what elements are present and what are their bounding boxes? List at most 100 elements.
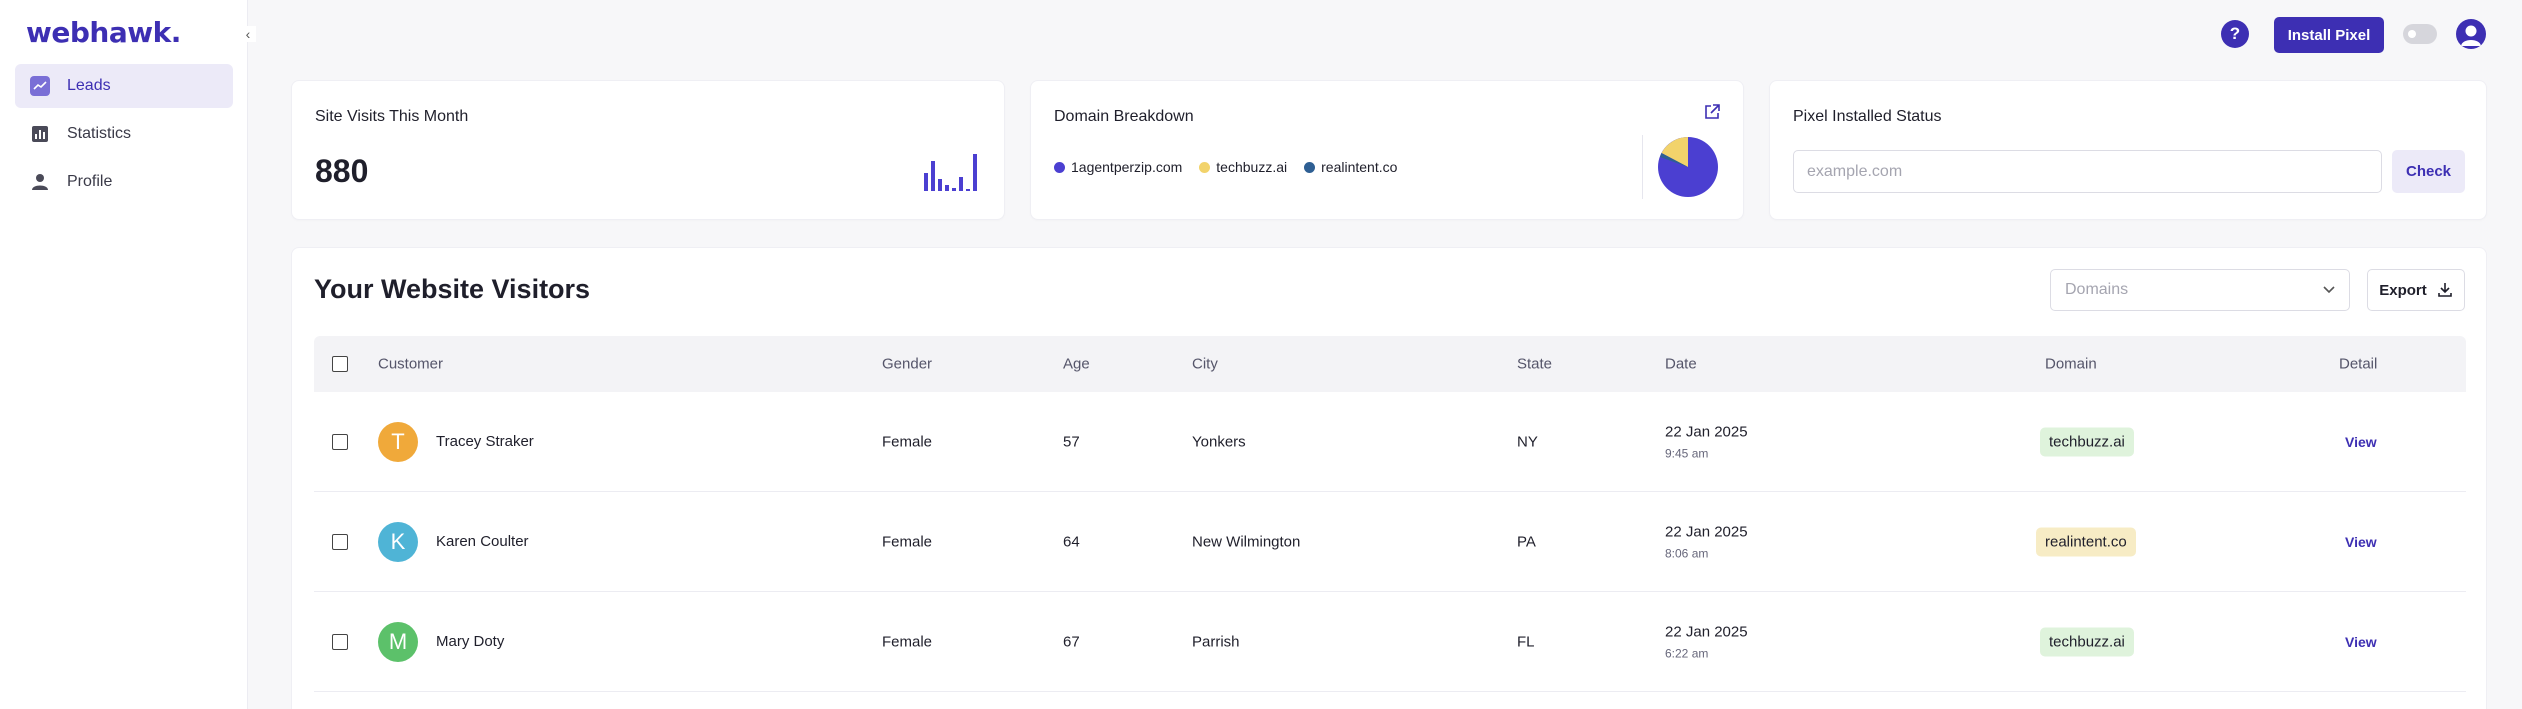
gender-cell: Female [882, 633, 933, 650]
install-pixel-button[interactable]: Install Pixel [2274, 17, 2384, 53]
customer-avatar: K [378, 521, 418, 562]
domain-badge: realintent.co [2036, 527, 2136, 556]
column-header-customer[interactable]: Customer [378, 355, 444, 373]
legend-dot [1304, 161, 1316, 173]
sidebar-nav: Leads Statistics Profile [15, 64, 233, 208]
sidebar-item-statistics[interactable]: Statistics [15, 112, 233, 156]
divider [1642, 135, 1643, 199]
view-link[interactable]: View [2345, 433, 2377, 450]
check-button[interactable]: Check [2392, 150, 2465, 193]
gender-cell: Female [882, 433, 933, 450]
domains-select[interactable]: Domains [2050, 269, 2350, 311]
row-checkbox[interactable] [332, 633, 348, 650]
legend-item: 1agentperzip.com [1054, 159, 1182, 175]
table-row[interactable]: K Karen Coulter Female 64 New Wilmington… [314, 492, 2466, 592]
domain-legend: 1agentperzip.com techbuzz.ai realintent.… [1054, 159, 1414, 175]
collapse-sidebar-icon[interactable]: ‹ [240, 26, 256, 42]
domain-badge: techbuzz.ai [2040, 427, 2134, 456]
view-link[interactable]: View [2345, 633, 2377, 650]
state-cell: PA [1517, 533, 1536, 550]
export-label: Export [2379, 281, 2427, 299]
table-header: Customer Gender Age City State Date Doma… [314, 336, 2466, 392]
legend-item: techbuzz.ai [1199, 159, 1287, 175]
visits-sparkline [924, 154, 977, 191]
export-button[interactable]: Export [2367, 269, 2465, 311]
theme-toggle[interactable] [2403, 24, 2437, 44]
website-visitors-section: Your Website Visitors Domains Export Cus… [291, 247, 2487, 709]
state-cell: NY [1517, 433, 1538, 450]
sidebar-item-label: Profile [67, 173, 113, 190]
section-title: Your Website Visitors [314, 274, 591, 304]
help-icon[interactable]: ? [2221, 20, 2249, 48]
domain-url-input[interactable] [1793, 150, 2382, 193]
date-value: 22 Jan 2025 [1665, 523, 1748, 540]
date-cell: 22 Jan 2025 6:22 am [1665, 623, 1748, 660]
chevron-down-icon [2323, 286, 2335, 294]
customer-name: Mary Doty [436, 633, 505, 650]
customer-name: Tracey Straker [436, 433, 534, 450]
bar-chart-icon [30, 124, 50, 144]
age-cell: 67 [1063, 633, 1080, 650]
date-value: 22 Jan 2025 [1665, 623, 1748, 640]
age-cell: 64 [1063, 533, 1080, 550]
city-cell: New Wilmington [1192, 533, 1301, 550]
sidebar: webhawk. Leads Statistics Profile ‹ [0, 0, 256, 709]
customer-cell: M Mary Doty [378, 621, 505, 662]
site-visits-card: Site Visits This Month 880 [291, 80, 1005, 220]
time-value: 6:22 am [1665, 646, 1709, 660]
sidebar-item-label: Leads [67, 77, 111, 94]
date-value: 22 Jan 2025 [1665, 423, 1748, 440]
user-avatar-icon[interactable] [2456, 19, 2486, 49]
age-cell: 57 [1063, 433, 1080, 450]
toggle-knob [2408, 30, 2416, 38]
customer-avatar: T [378, 421, 418, 462]
domain-breakdown-card: Domain Breakdown 1agentperzip.com techbu… [1030, 80, 1744, 220]
table-row[interactable]: T Tracey Straker Female 57 Yonkers NY 22… [314, 392, 2466, 492]
person-icon [30, 172, 50, 192]
column-header-domain[interactable]: Domain [2045, 355, 2097, 373]
row-checkbox[interactable] [332, 533, 348, 550]
legend-dot [1199, 161, 1211, 173]
row-checkbox[interactable] [332, 433, 348, 450]
date-cell: 22 Jan 2025 9:45 am [1665, 423, 1748, 460]
domains-placeholder: Domains [2065, 281, 2129, 298]
pixel-status-card: Pixel Installed Status Check [1769, 80, 2487, 220]
visitors-table: Customer Gender Age City State Date Doma… [314, 336, 2466, 692]
card-title: Domain Breakdown [1054, 108, 1194, 125]
column-header-gender[interactable]: Gender [882, 355, 933, 373]
legend-dot [1054, 161, 1065, 173]
column-header-state[interactable]: State [1517, 355, 1553, 373]
legend-label: 1agentperzip.com [1071, 159, 1183, 175]
time-value: 9:45 am [1665, 446, 1709, 460]
domain-badge: techbuzz.ai [2040, 627, 2134, 656]
sidebar-item-leads[interactable]: Leads [15, 64, 233, 108]
sidebar-item-label: Statistics [67, 125, 132, 142]
visits-count: 880 [315, 153, 369, 189]
table-row[interactable]: M Mary Doty Female 67 Parrish FL 22 Jan … [314, 592, 2466, 692]
date-cell: 22 Jan 2025 8:06 am [1665, 523, 1748, 560]
view-link[interactable]: View [2345, 533, 2377, 550]
card-title: Pixel Installed Status [1793, 108, 1942, 125]
customer-cell: K Karen Coulter [378, 521, 529, 562]
domain-pie-chart [1658, 137, 1718, 197]
chart-icon [30, 76, 50, 96]
city-cell: Yonkers [1192, 433, 1246, 450]
logo[interactable]: webhawk. [26, 16, 181, 49]
card-title: Site Visits This Month [315, 108, 469, 125]
gender-cell: Female [882, 533, 933, 550]
download-icon [2437, 283, 2452, 297]
column-header-city[interactable]: City [1192, 355, 1218, 373]
state-cell: FL [1517, 633, 1535, 650]
sidebar-item-profile[interactable]: Profile [15, 160, 233, 204]
customer-name: Karen Coulter [436, 533, 529, 550]
customer-cell: T Tracey Straker [378, 421, 534, 462]
column-header-date[interactable]: Date [1665, 355, 1697, 373]
external-link-icon[interactable] [1703, 103, 1721, 121]
legend-label: techbuzz.ai [1216, 159, 1288, 175]
legend-label: realintent.co [1321, 159, 1398, 175]
legend-item: realintent.co [1304, 159, 1397, 175]
column-header-age[interactable]: Age [1063, 355, 1090, 373]
select-all-checkbox[interactable] [332, 356, 348, 372]
city-cell: Parrish [1192, 633, 1240, 650]
column-header-detail[interactable]: Detail [2339, 355, 2378, 373]
